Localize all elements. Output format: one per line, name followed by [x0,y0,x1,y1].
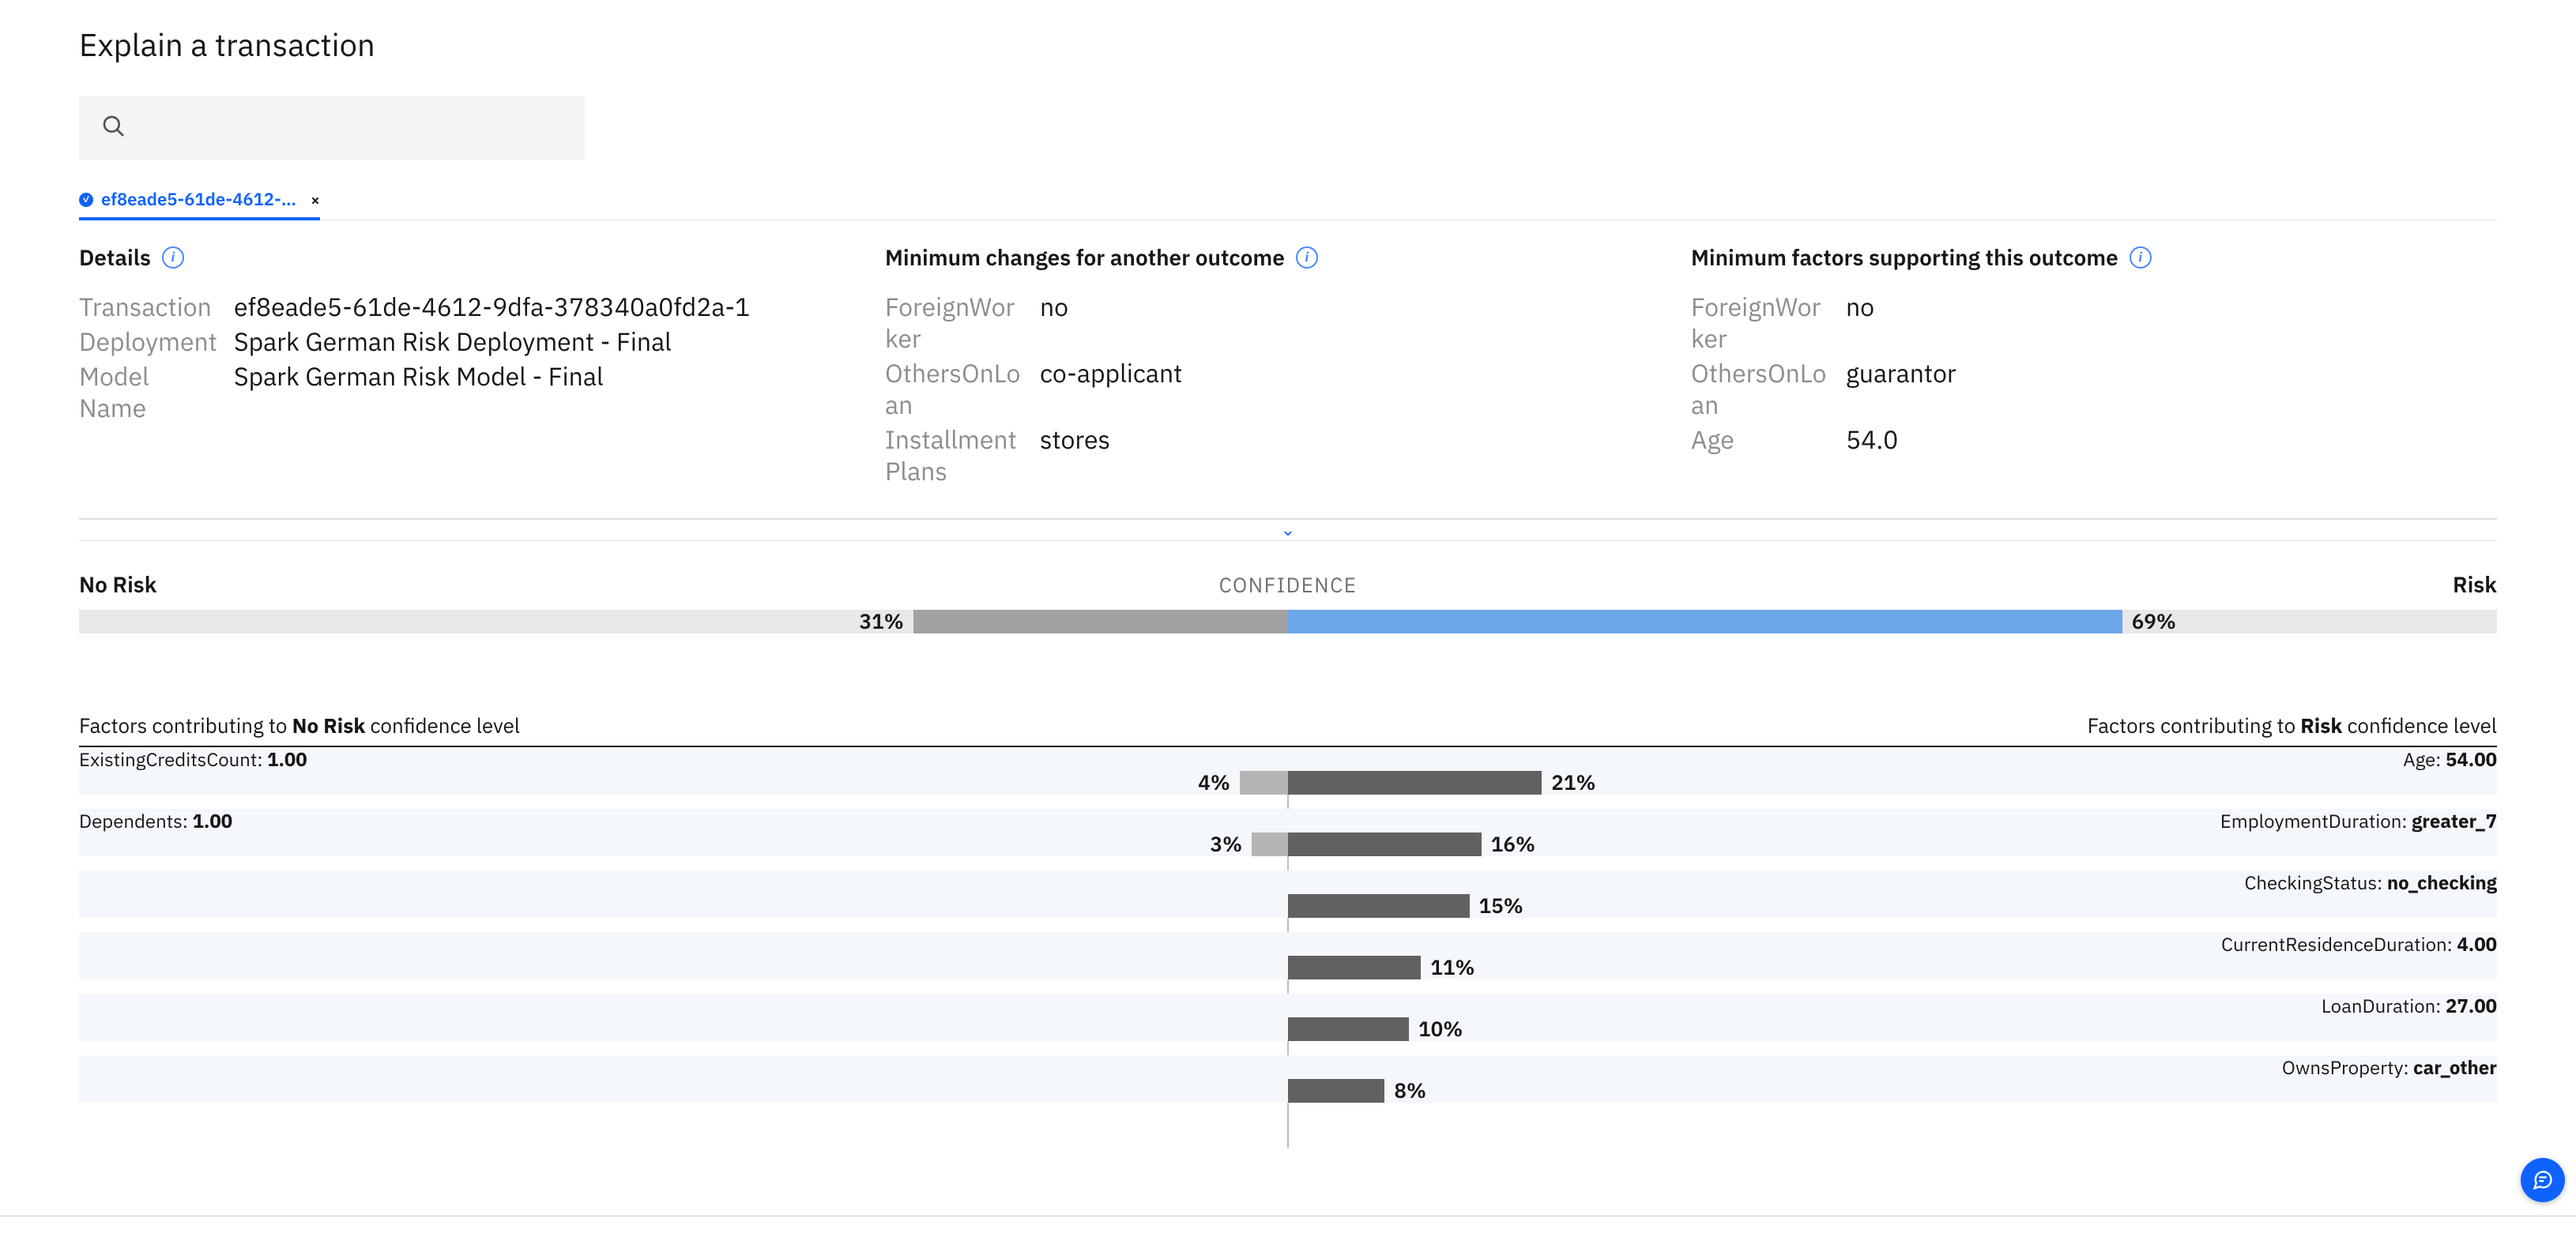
collapse-details-button[interactable]: ⌄ [79,519,2497,541]
kv-key: ForeignWorker [1691,291,1833,354]
kv-key: Deployment [79,325,221,357]
factor-label-right: Age: 54.00 [1288,747,2497,771]
confidence-left-label: No Risk [79,569,157,599]
factor-label-left [79,870,1288,894]
confidence-risk-pct: 69% [2122,610,2176,633]
factor-bar-right [1288,894,1470,918]
factor-bar-row: 4% 21% [79,771,2497,795]
details-heading: Details [79,242,151,272]
kv-key: InstallmentPlans [885,423,1027,487]
chat-button[interactable] [2521,1158,2565,1202]
factor-label-left: ExistingCreditsCount: 1.00 [79,747,1288,771]
confidence-right-label: Risk [2453,569,2497,599]
details-column: Details i Transaction ef8eade5-61de-4612-… [79,242,885,487]
kv-key: Model Name [79,360,221,423]
page-title: Explain a transaction [79,24,2497,65]
min-changes-heading: Minimum changes for another outcome [885,242,1285,272]
factor-bar-right [1288,956,1421,979]
kv-key: OthersOnLoan [1691,357,1833,420]
factor-pct-right: 21% [1542,771,1595,795]
factor-bar-right [1288,1079,1384,1103]
min-factors-heading: Minimum factors supporting this outcome [1691,242,2118,272]
factor-bar-row: 15% [79,894,2497,918]
factor-pct-left: 3% [1211,833,1252,856]
kv-value: 54.0 [1846,423,2497,455]
kv-value: no [1040,291,1691,322]
factor-bar-left [1240,771,1288,795]
factor-label-right: EmploymentDuration: greater_7 [1288,809,2497,833]
factor-pct-right: 8% [1384,1079,1426,1103]
factor-pct-left: 4% [1198,771,1240,795]
factor-bar-row: 3% 16% [79,833,2497,856]
kv-value: no [1846,291,2497,322]
confidence-center-label: CONFIDENCE [1219,572,1358,599]
factor-bar-row: 8% [79,1079,2497,1103]
search-input[interactable] [139,117,563,139]
kv-value: ef8eade5-61de-4612-9dfa-378340a0fd2a-1 [234,291,885,322]
kv-key: Transaction [79,291,221,322]
confidence-bar: 31% 69% [79,610,2497,633]
min-changes-column: Minimum changes for another outcome i Fo… [885,242,1691,487]
factor-pct-right: 15% [1470,894,1523,918]
factor-bar-right [1288,771,1542,795]
factors-left-heading: Factors contributing to No Risk confiden… [79,712,520,739]
kv-value: Spark German Risk Model - Final [234,360,885,392]
factors-right-heading: Factors contributing to Risk confidence … [2088,712,2497,739]
info-icon[interactable]: i [2130,246,2152,269]
kv-value: Spark German Risk Deployment - Final [234,325,885,357]
factor-label-right: OwnsProperty: car_other [1288,1055,2497,1079]
info-icon[interactable]: i [162,246,184,269]
kv-key: ForeignWorker [885,291,1027,354]
factor-label-left [79,932,1288,956]
factor-bar-right [1288,1017,1409,1041]
factor-label-left: Dependents: 1.00 [79,809,1288,833]
factor-pct-right: 10% [1409,1017,1463,1041]
factor-label-left [79,1055,1288,1079]
tab-transaction[interactable]: ef8eade5-61de-4612-… × [79,182,320,220]
factor-bars-area: ExistingCreditsCount: 1.00Age: 54.00 4% 21… [79,747,2497,1148]
factor-bar-row: 11% [79,956,2497,979]
factor-bar-right [1288,833,1482,856]
factor-label-left [79,994,1288,1017]
confidence-risk-segment [1288,610,2122,633]
kv-key: Age [1691,423,1833,455]
kv-value: co-applicant [1040,357,1691,389]
factor-pct-right: 11% [1421,956,1474,979]
info-icon[interactable]: i [1296,246,1318,269]
chevron-down-icon: ⌄ [1281,521,1295,539]
close-tab-button[interactable]: × [311,189,320,210]
factor-bar-row: 10% [79,1017,2497,1041]
kv-key: OthersOnLoan [885,357,1027,420]
factor-label-right: CheckingStatus: no_checking [1288,870,2497,894]
factor-bar-left [1252,833,1288,856]
confidence-norisk-pct: 31% [860,610,913,633]
kv-value: guarantor [1846,357,2497,389]
tab-label: ef8eade5-61de-4612-… [101,188,296,211]
check-icon [79,193,93,207]
factor-label-right: LoanDuration: 27.00 [1288,994,2497,1017]
kv-value: stores [1040,423,1691,455]
confidence-norisk-segment [913,610,1288,633]
search-input-wrapper[interactable] [79,96,585,160]
factor-label-right: CurrentResidenceDuration: 4.00 [1288,932,2497,956]
search-icon [101,114,126,142]
min-factors-column: Minimum factors supporting this outcome … [1691,242,2497,487]
factor-pct-right: 16% [1482,833,1535,856]
